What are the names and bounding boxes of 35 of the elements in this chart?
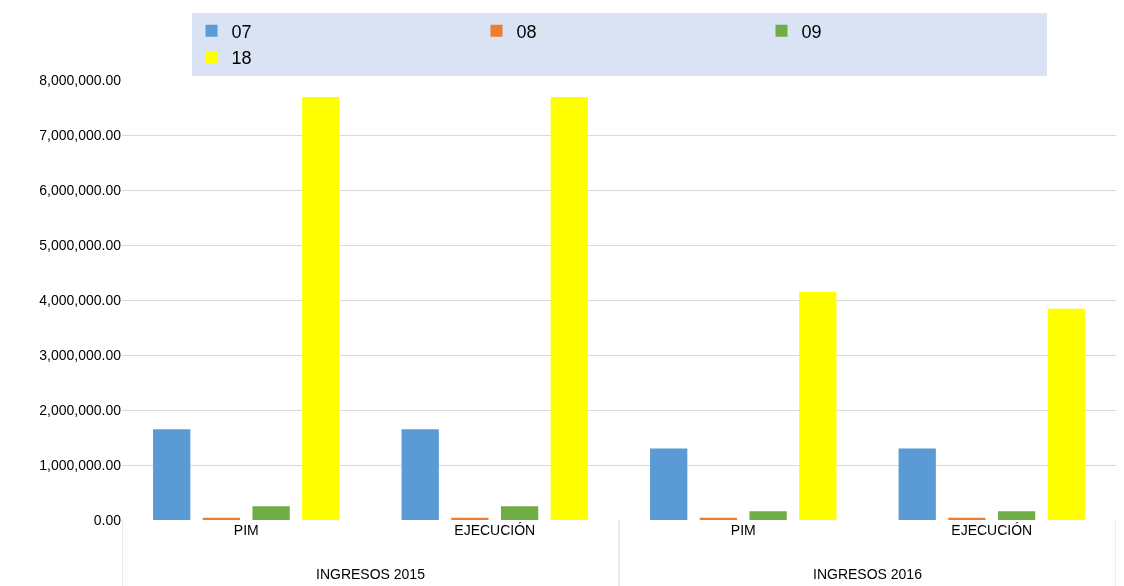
bar	[451, 517, 489, 520]
legend-label: 08	[516, 21, 537, 42]
y-tick-label: 0.00	[93, 511, 122, 528]
bar	[550, 97, 588, 520]
bar	[749, 511, 787, 520]
x-tick-label: EJECUCIÓN	[454, 522, 536, 538]
bar	[997, 511, 1036, 520]
legend-label: 09	[801, 21, 822, 42]
y-tick-label: 1,000,000.00	[39, 456, 122, 473]
bar	[500, 506, 539, 520]
bar	[252, 506, 290, 520]
y-tick-label: 7,000,000.00	[39, 126, 122, 143]
bar	[799, 291, 837, 520]
text: INGRESOS 2016	[813, 566, 923, 582]
bar	[153, 429, 191, 520]
bar	[898, 448, 936, 520]
x-tick-label: PIM	[233, 522, 259, 538]
y-tick-label: 6,000,000.00	[39, 181, 122, 198]
y-tick-label: 3,000,000.00	[39, 346, 122, 363]
bar	[699, 517, 738, 520]
x-tick-label: PIM	[730, 522, 756, 538]
legend-label: 18	[231, 48, 252, 69]
bar	[1047, 308, 1085, 520]
x-tick-label: EJECUCIÓN	[951, 522, 1033, 538]
bar	[650, 448, 688, 520]
y-tick-label: 2,000,000.00	[39, 401, 122, 418]
text: INGRESOS 2015	[316, 566, 426, 582]
bar	[401, 429, 439, 520]
y-tick-label: 8,000,000.00	[39, 71, 122, 88]
legend-label: 07	[231, 21, 252, 42]
y-tick-label: 4,000,000.00	[39, 291, 122, 308]
bar	[302, 97, 340, 520]
y-tick-label: 5,000,000.00	[39, 236, 122, 253]
bar	[948, 517, 986, 520]
bar	[202, 517, 241, 520]
